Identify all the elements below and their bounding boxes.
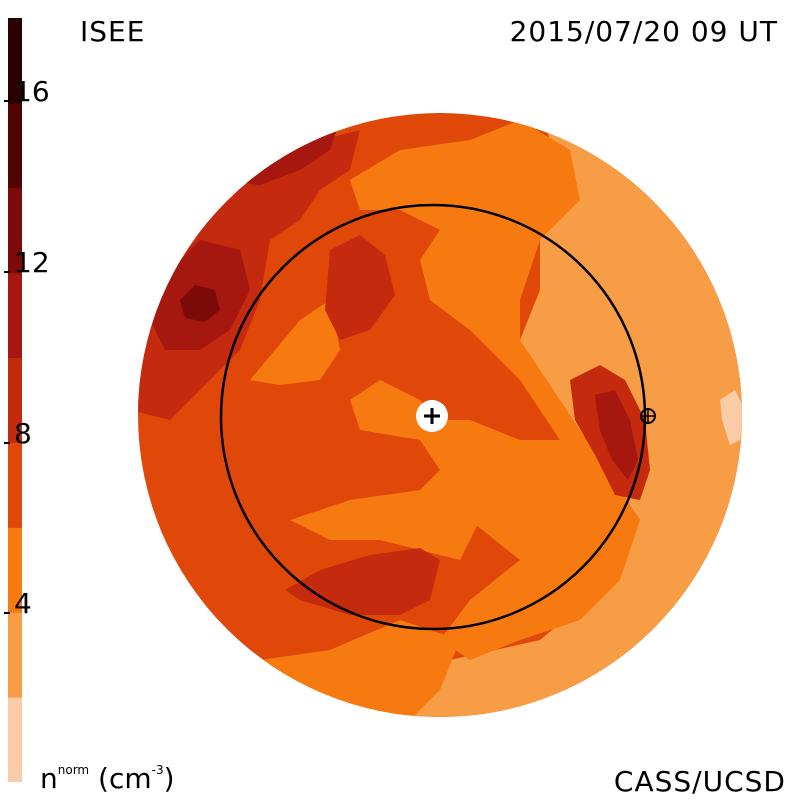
unit-exponent: -3 — [151, 763, 164, 777]
sun-icon — [416, 400, 448, 432]
contour-level-lightest-spot — [720, 390, 742, 445]
contour-level-red-north — [325, 235, 395, 340]
contour-level-orange-wedge — [250, 300, 340, 385]
unit-paren: (cm — [98, 762, 152, 795]
colorbar-band — [8, 272, 22, 359]
colorbar-unit-label: nnorm (cm-3) — [40, 764, 175, 793]
colorbar-band — [8, 18, 22, 104]
colorbar-band — [8, 357, 22, 443]
reference-circle — [219, 203, 647, 631]
earth-icon — [640, 408, 656, 424]
credit-label: CASS/UCSD — [613, 765, 786, 798]
contour-level-darkest-west — [180, 285, 220, 322]
colorbar-tick-label: 8 — [14, 417, 32, 450]
colorbar-band — [8, 102, 22, 189]
colorbar-band — [8, 187, 22, 274]
unit-base: n — [40, 762, 58, 795]
colorbar-tick-label: 12 — [14, 246, 50, 279]
unit-close: ) — [163, 762, 175, 795]
unit-superscript: norm — [57, 763, 90, 777]
colorbar-band — [8, 527, 22, 613]
timestamp-label: 2015/07/20 09 UT — [509, 15, 778, 48]
colorbar-band — [8, 697, 22, 782]
colorbar — [8, 18, 22, 782]
colorbar-tick-label: 4 — [14, 587, 32, 620]
colorbar-tick-label: 16 — [14, 75, 50, 108]
observatory-title: ISEE — [80, 15, 146, 48]
colorbar-band — [8, 612, 22, 698]
contour-level-darkred-east — [595, 390, 638, 480]
colorbar-band — [8, 442, 22, 528]
contour-level-orange-top — [350, 120, 640, 660]
